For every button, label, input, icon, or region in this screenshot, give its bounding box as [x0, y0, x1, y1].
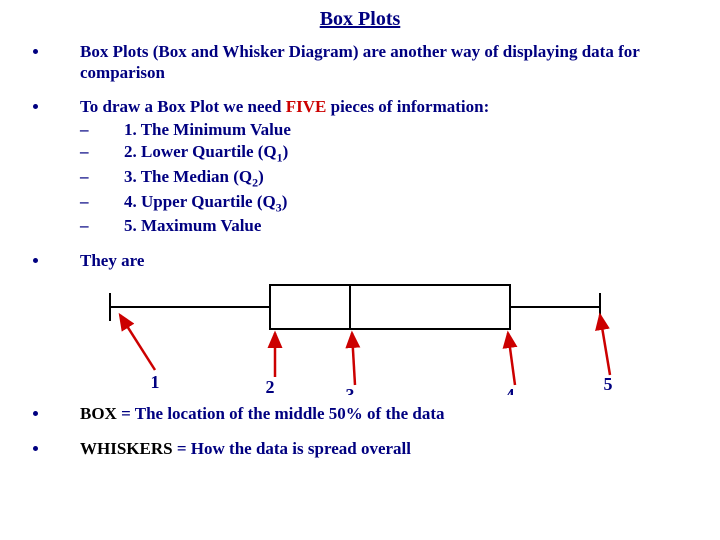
bullet-box: BOX = The location of the middle 50% of … — [50, 403, 720, 424]
slide: Box Plots Box Plots (Box and Whisker Dia… — [0, 0, 720, 540]
whiskers-word: WHISKERS — [80, 439, 173, 458]
boxplot-diagram: 1 2 3 4 5 — [80, 275, 720, 395]
footer-list: BOX = The location of the middle 50% of … — [0, 403, 720, 460]
intro-five: FIVE — [286, 97, 327, 116]
whiskers-desc: = How the data is spread overall — [173, 439, 411, 458]
svg-text:4: 4 — [506, 385, 515, 395]
bullet-five-pieces: To draw a Box Plot we need FIVE pieces o… — [50, 96, 720, 238]
main-list: Box Plots (Box and Whisker Diagram) are … — [0, 41, 720, 271]
svg-text:3: 3 — [346, 385, 355, 395]
sub-item-5: –5. Maximum Value — [80, 215, 720, 237]
svg-text:2: 2 — [266, 377, 275, 395]
page-title: Box Plots — [0, 0, 720, 31]
sub-item-4: –4. Upper Quartile (Q3) — [80, 191, 720, 216]
they-are-text: They are — [80, 251, 144, 270]
bullet-they-are: They are — [50, 250, 720, 271]
sub-item-2: –2. Lower Quartile (Q1) — [80, 141, 720, 166]
boxplot-svg: 1 2 3 4 5 — [80, 275, 640, 395]
sub-item-3: –3. The Median (Q2) — [80, 166, 720, 191]
sub-list: –1. The Minimum Value –2. Lower Quartile… — [80, 119, 720, 238]
bullet-definition-text: Box Plots (Box and Whisker Diagram) are … — [80, 42, 639, 82]
sub-item-1: –1. The Minimum Value — [80, 119, 720, 141]
box-desc: = The location of the middle 50% of the … — [117, 404, 445, 423]
intro-b: pieces of information: — [326, 97, 489, 116]
intro-a: To draw a Box Plot we need — [80, 97, 286, 116]
svg-text:5: 5 — [604, 374, 613, 394]
box-word: BOX — [80, 404, 117, 423]
bullet-whiskers: WHISKERS = How the data is spread overal… — [50, 438, 720, 459]
svg-text:1: 1 — [151, 372, 160, 392]
bullet-definition: Box Plots (Box and Whisker Diagram) are … — [50, 41, 720, 84]
